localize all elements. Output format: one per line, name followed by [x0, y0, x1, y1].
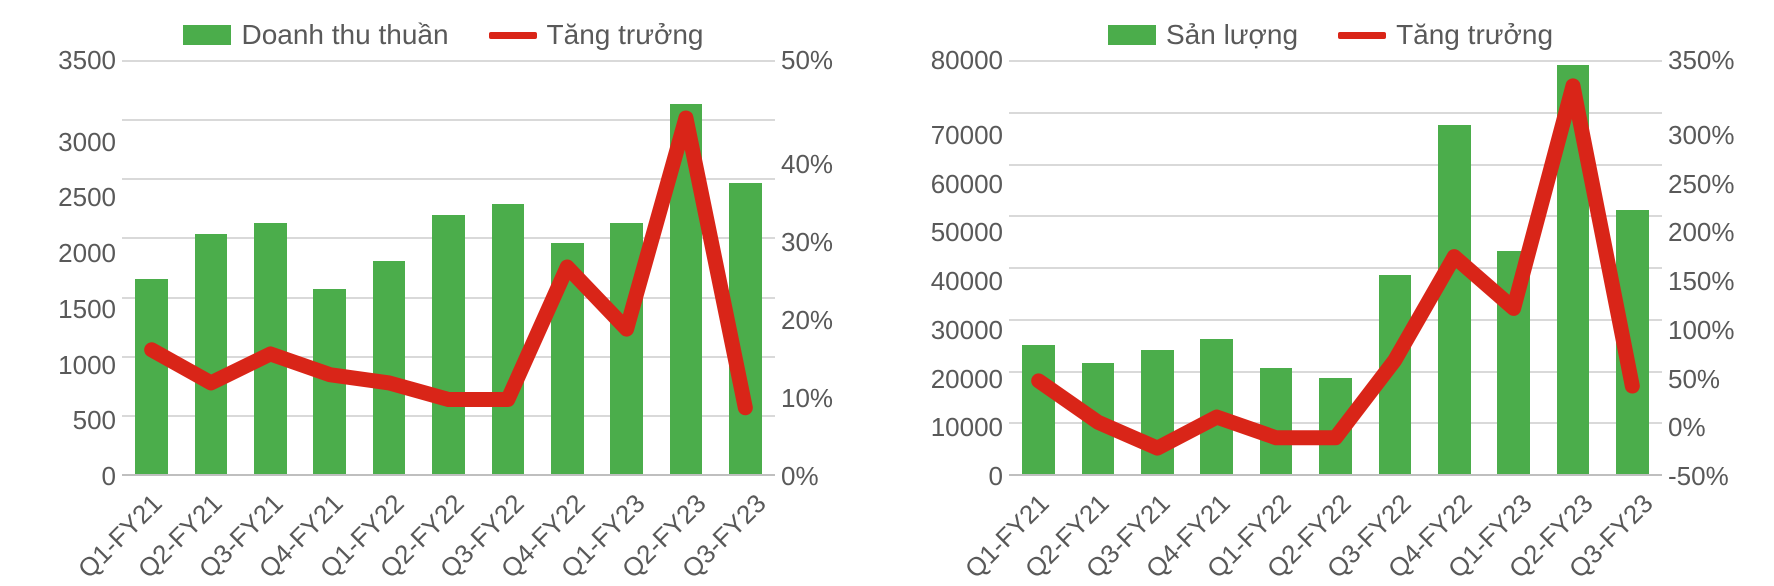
y-left-tick: 2000 [26, 240, 116, 266]
legend-item-bar: Doanh thu thuần [183, 19, 448, 51]
x-labels: Q1-FY21Q2-FY21Q3-FY21Q4-FY21Q1-FY22Q2-FY… [1003, 476, 1668, 586]
plot-row: 8000070000600005000040000300002000010000… [907, 60, 1754, 476]
y-axis-left: 8000070000600005000040000300002000010000… [907, 60, 1009, 476]
y-right-tick: 200% [1668, 219, 1748, 245]
y-right-tick: 300% [1668, 122, 1748, 148]
y-left-tick: 500 [26, 407, 116, 433]
y-left-tick: 2500 [26, 184, 116, 210]
legend-label: Tăng trưởng [547, 19, 704, 51]
legend-item-line: Tăng trưởng [489, 19, 704, 51]
y-left-tick: 60000 [913, 171, 1003, 197]
x-axis: Q1-FY21Q2-FY21Q3-FY21Q4-FY21Q1-FY22Q2-FY… [907, 476, 1754, 586]
y-right-tick: 50% [781, 47, 861, 73]
y-axis-right: 50%40%30%20%10%0% [775, 60, 867, 476]
line-layer [1009, 60, 1662, 474]
legend: Doanh thu thuần Tăng trưởng [20, 10, 867, 60]
legend-swatch-bar [183, 25, 231, 45]
y-right-tick: 100% [1668, 317, 1748, 343]
y-left-tick: 1000 [26, 352, 116, 378]
y-left-tick: 70000 [913, 122, 1003, 148]
y-right-tick: 350% [1668, 47, 1748, 73]
chart-0: Doanh thu thuần Tăng trưởng 3500 3000 2500 20… [20, 10, 867, 586]
y-right-tick: 0% [1668, 414, 1748, 440]
y-right-tick: 20% [781, 307, 861, 333]
y-right-tick: 10% [781, 385, 861, 411]
legend-swatch-line [1338, 32, 1386, 39]
legend-label: Sản lượng [1166, 19, 1298, 51]
y-left-tick: 3500 [26, 47, 116, 73]
legend: Sản lượng Tăng trưởng [907, 10, 1754, 60]
growth-line [152, 118, 746, 408]
chart-1: Sản lượng Tăng trưởng 80000 70000 60000 50000… [907, 10, 1754, 586]
y-right-tick: 250% [1668, 171, 1748, 197]
y-left-tick: 80000 [913, 47, 1003, 73]
y-left-tick: 3000 [26, 129, 116, 155]
y-left-tick: 1500 [26, 296, 116, 322]
x-labels: Q1-FY21Q2-FY21Q3-FY21Q4-FY21Q1-FY22Q2-FY… [116, 476, 781, 586]
plot-row: 350030002500200015001000500050%40%30%20%… [20, 60, 867, 476]
line-layer [122, 60, 775, 474]
growth-line [1039, 86, 1633, 448]
y-left-tick: 20000 [913, 366, 1003, 392]
legend-label: Doanh thu thuần [241, 19, 448, 51]
chart-pair: Doanh thu thuần Tăng trưởng 3500 3000 2500 20… [0, 0, 1774, 586]
y-left-tick: 40000 [913, 268, 1003, 294]
y-axis-right: 350%300%250%200%150%100%50%0%-50% [1662, 60, 1754, 476]
legend-label: Tăng trưởng [1396, 19, 1553, 51]
y-right-tick: 40% [781, 151, 861, 177]
y-left-tick: 50000 [913, 219, 1003, 245]
y-axis-left: 3500300025002000150010005000 [20, 60, 122, 476]
legend-swatch-bar [1108, 25, 1156, 45]
plot-area [122, 60, 775, 476]
legend-item-bar: Sản lượng [1108, 19, 1298, 51]
legend-item-line: Tăng trưởng [1338, 19, 1553, 51]
y-right-tick: 30% [781, 229, 861, 255]
x-axis: Q1-FY21Q2-FY21Q3-FY21Q4-FY21Q1-FY22Q2-FY… [20, 476, 867, 586]
plot-area [1009, 60, 1662, 476]
y-left-tick: 10000 [913, 414, 1003, 440]
y-right-tick: 150% [1668, 268, 1748, 294]
legend-swatch-line [489, 32, 537, 39]
y-right-tick: 50% [1668, 366, 1748, 392]
y-left-tick: 30000 [913, 317, 1003, 343]
